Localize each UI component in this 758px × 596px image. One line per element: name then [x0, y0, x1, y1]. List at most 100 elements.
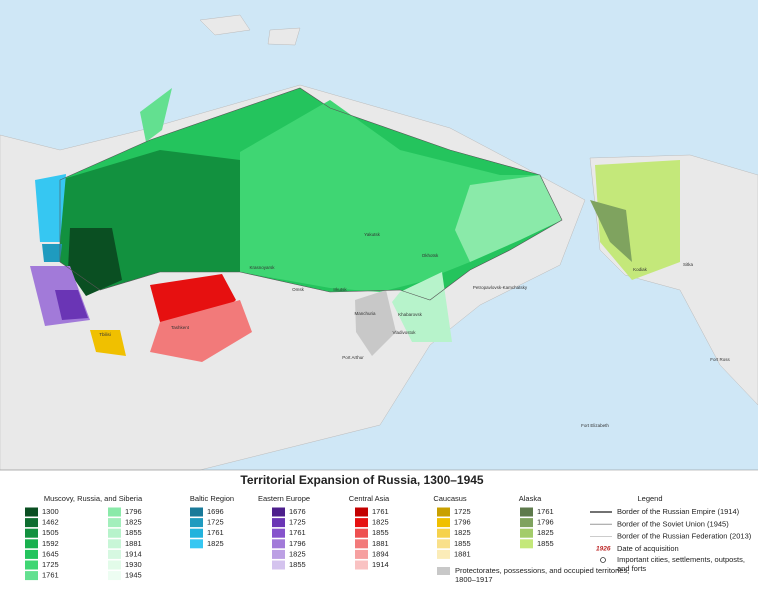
- swatch: [520, 507, 533, 517]
- swatch: [437, 528, 450, 538]
- swatch-label: 1592: [42, 539, 59, 548]
- swatch: [520, 528, 533, 538]
- swatch: [25, 528, 38, 538]
- map-label: Kodiak: [633, 267, 648, 272]
- swatch-label: 1676: [289, 507, 306, 516]
- amur: [392, 272, 452, 342]
- group-header: Central Asia: [349, 494, 390, 503]
- swatch-label: 1855: [537, 539, 554, 548]
- swatch-label: 1796: [289, 539, 306, 548]
- swatch-label: 1462: [42, 518, 59, 527]
- swatch-label: 1645: [42, 549, 59, 558]
- swatch-label: 1725: [42, 560, 59, 569]
- swatch: [355, 507, 368, 517]
- swatch-label: 1761: [42, 571, 59, 580]
- swatch-label: 1796: [125, 507, 142, 516]
- swatch-label: 1825: [454, 528, 471, 537]
- map-label: Krasnoyarsk: [249, 265, 275, 270]
- map-labels: Yakutsk Okhotsk Krasnoyarsk Omsk Irkutsk Khab…: [99, 232, 730, 428]
- map-label: Fort Ross: [710, 357, 730, 362]
- swatch-label: 1881: [454, 549, 471, 558]
- swatch: [190, 518, 203, 528]
- swatch-label: 1881: [125, 539, 142, 548]
- swatch-label: 1796: [454, 518, 471, 527]
- legend: Muscovy, Russia, and Siberia 1300 14621505…: [25, 494, 752, 584]
- swatch: [190, 539, 203, 549]
- swatch: [108, 560, 121, 570]
- map-label: Manchuria: [354, 311, 376, 316]
- swatch: [272, 507, 285, 517]
- swatch-label: 1825: [537, 528, 554, 537]
- swatch-label: 1894: [372, 549, 389, 558]
- group-header: Alaska: [519, 494, 542, 503]
- border-label: Border of the Soviet Union (1945): [617, 519, 729, 528]
- swatch: [108, 539, 121, 549]
- chukotka: [455, 175, 562, 262]
- swatch-label: 1825: [372, 518, 389, 527]
- swatch: [108, 507, 121, 517]
- city-symbol: [600, 557, 606, 563]
- swatch: [25, 507, 38, 517]
- eastern-europe-early: [55, 290, 88, 320]
- map-label: Fort Elizabeth: [581, 423, 609, 428]
- swatch: [190, 528, 203, 538]
- swatch-label: 1881: [372, 539, 389, 548]
- swatch-label: 1855: [125, 528, 142, 537]
- swatch-label: 1855: [454, 539, 471, 548]
- map-label: Tbilisi: [99, 332, 111, 337]
- novaya-zemlya: [140, 88, 172, 142]
- swatch: [520, 539, 533, 549]
- border-label: Border of the Russian Empire (1914): [617, 507, 740, 516]
- swatch-label: 1796: [537, 518, 554, 527]
- swatch-label: 1855: [372, 528, 389, 537]
- swatch-label: 1761: [289, 528, 306, 537]
- swatch-label: 1945: [125, 571, 142, 580]
- swatch: [272, 539, 285, 549]
- swatch-label: 1914: [372, 560, 389, 569]
- swatch: [272, 528, 285, 538]
- swatch: [437, 539, 450, 549]
- swatch: [437, 518, 450, 528]
- empire-border: [59, 87, 563, 301]
- map-label: Omsk: [292, 287, 304, 292]
- swatch: [520, 518, 533, 528]
- swatch: [272, 560, 285, 570]
- map-label: Irkutsk: [333, 287, 347, 292]
- swatch: [355, 539, 368, 549]
- map-label: Tashkent: [171, 325, 190, 330]
- swatch: [108, 549, 121, 559]
- swatch: [272, 549, 285, 559]
- swatch-label: 1825: [125, 518, 142, 527]
- swatch: [437, 567, 450, 575]
- swatch: [108, 518, 121, 528]
- swatch-label: 1505: [42, 528, 59, 537]
- date-sample: 1926: [596, 546, 611, 553]
- alaska-early: [590, 200, 632, 262]
- swatch-label: 1761: [207, 528, 224, 537]
- map-label: Sitka: [683, 262, 694, 267]
- swatch-label: 1930: [125, 560, 142, 569]
- swatch: [108, 528, 121, 538]
- swatch: [25, 549, 38, 559]
- group-header: Caucasus: [433, 494, 467, 503]
- map-label: Vladivostok: [392, 330, 416, 335]
- legend-title-main: Territorial Expansion of Russia, 1300–19…: [240, 473, 484, 487]
- central-asia-1881: [150, 300, 252, 362]
- map-label: Khabarovsk: [398, 312, 423, 317]
- arctic-islands: [199, 14, 301, 46]
- group-header: Eastern Europe: [258, 494, 310, 503]
- swatch: [355, 549, 368, 559]
- legend-heading: Legend: [637, 494, 662, 503]
- swatch-label: 1825: [207, 539, 224, 548]
- swatch-label: 1725: [289, 518, 306, 527]
- swatch-label: 1725: [454, 507, 471, 516]
- swatch: [355, 560, 368, 570]
- muscovy: [68, 228, 122, 296]
- swatch-label: 1725: [207, 518, 224, 527]
- map-label: Okhotsk: [422, 253, 439, 258]
- swatch: [25, 571, 38, 581]
- swatch: [25, 518, 38, 528]
- swatch: [437, 549, 450, 559]
